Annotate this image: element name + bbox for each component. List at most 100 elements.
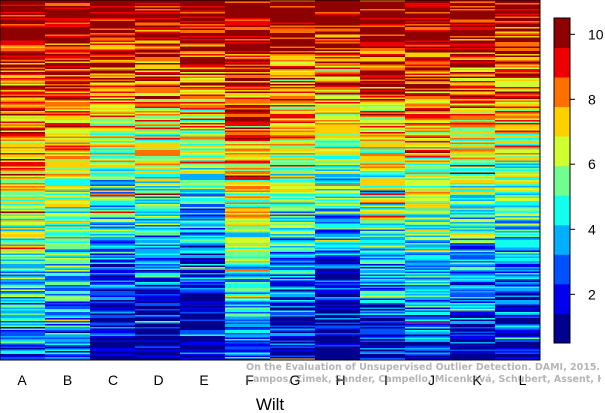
heatmap-cell — [495, 57, 541, 59]
heatmap-cell — [450, 262, 496, 265]
heatmap-cell — [45, 199, 91, 202]
heatmap-cell — [225, 21, 271, 23]
heatmap-cell — [180, 105, 226, 107]
heatmap-cell — [225, 108, 271, 110]
heatmap-cell — [45, 328, 91, 331]
heatmap-cell — [90, 283, 136, 286]
heatmap-cell — [45, 30, 91, 32]
heatmap-cell — [495, 319, 541, 322]
heatmap-cell — [90, 66, 136, 68]
heatmap-cell — [315, 54, 361, 56]
heatmap-cell — [135, 1, 181, 4]
heatmap-cell — [225, 15, 271, 17]
heatmap-cell — [135, 279, 181, 281]
heatmap-cell — [360, 10, 406, 13]
heatmap-cell — [495, 295, 541, 298]
heatmap-cell — [270, 93, 316, 95]
heatmap-cell — [135, 39, 181, 41]
heatmap-cell — [0, 150, 46, 152]
heatmap-cell — [225, 43, 271, 46]
heatmap-cell — [135, 147, 181, 149]
heatmap-cell — [315, 69, 361, 71]
heatmap-cell — [0, 246, 46, 248]
heatmap-cell — [135, 312, 181, 314]
heatmap-cell — [45, 265, 91, 268]
heatmap-cell — [135, 139, 181, 142]
heatmap-cell — [225, 301, 271, 304]
heatmap-cell — [270, 144, 316, 146]
heatmap-cell — [270, 162, 316, 164]
heatmap-cell — [450, 40, 496, 43]
heatmap-cell — [270, 126, 316, 128]
heatmap-cell — [45, 120, 91, 122]
heatmap-cell — [360, 37, 406, 40]
heatmap-cell — [405, 31, 451, 34]
heatmap-cell — [405, 6, 451, 8]
heatmap-cell — [90, 129, 136, 131]
heatmap-cell — [180, 252, 226, 254]
heatmap-cell — [90, 298, 136, 301]
heatmap-cell — [405, 355, 451, 358]
heatmap-cell — [135, 288, 181, 290]
heatmap-cell — [360, 78, 406, 80]
heatmap-cell — [495, 22, 541, 25]
heatmap-cell — [180, 139, 226, 142]
heatmap-cell — [90, 18, 136, 20]
heatmap-cell — [360, 252, 406, 254]
heatmap-cell — [180, 18, 226, 20]
heatmap-cell — [45, 201, 91, 203]
heatmap-cell — [495, 187, 541, 190]
heatmap-cell — [225, 42, 271, 44]
heatmap-cell — [360, 33, 406, 35]
heatmap-cell — [0, 252, 46, 254]
heatmap-cell — [405, 183, 451, 185]
heatmap-cell — [405, 253, 451, 256]
heatmap-cell — [405, 300, 451, 302]
heatmap-cell — [45, 192, 91, 194]
heatmap-cell — [180, 217, 226, 220]
heatmap-cell — [270, 108, 316, 110]
heatmap-cell — [45, 150, 91, 152]
heatmap-cell — [270, 21, 316, 23]
heatmap-cell — [405, 196, 451, 199]
heatmap-cell — [405, 60, 451, 62]
heatmap-cell — [360, 198, 406, 200]
heatmap-cell — [90, 4, 136, 7]
heatmap-cell — [225, 259, 271, 262]
heatmap-cell — [0, 280, 46, 283]
heatmap-cell — [405, 327, 451, 329]
heatmap-cell — [135, 303, 181, 305]
heatmap-cell — [0, 321, 46, 323]
heatmap-cell — [180, 213, 226, 215]
heatmap-cell — [495, 211, 541, 214]
heatmap-cell — [0, 288, 46, 290]
heatmap-cell — [315, 202, 361, 205]
heatmap-cell — [225, 274, 271, 277]
heatmap-cell — [495, 337, 541, 340]
heatmap-cell — [0, 208, 46, 211]
heatmap-cell — [135, 342, 181, 344]
heatmap-cell — [0, 117, 46, 119]
heatmap-cell — [90, 330, 136, 332]
heatmap-cell — [270, 148, 316, 151]
heatmap-cell — [45, 187, 91, 190]
heatmap-cell — [135, 52, 181, 55]
heatmap-cell — [315, 238, 361, 241]
heatmap-cell — [135, 313, 181, 316]
heatmap-cell — [180, 264, 226, 266]
heatmap-cell — [495, 231, 541, 233]
heatmap-cell — [405, 70, 451, 73]
heatmap-cell — [315, 297, 361, 299]
heatmap-cell — [495, 169, 541, 172]
heatmap-cell — [360, 3, 406, 5]
heatmap-cell — [315, 58, 361, 61]
heatmap-cell — [135, 217, 181, 220]
heatmap-cell — [270, 105, 316, 107]
heatmap-cell — [135, 352, 181, 355]
heatmap-cell — [405, 115, 451, 118]
heatmap-cell — [315, 316, 361, 319]
heatmap-cell — [90, 21, 136, 23]
heatmap-cell — [270, 225, 316, 227]
heatmap-cell — [45, 48, 91, 50]
